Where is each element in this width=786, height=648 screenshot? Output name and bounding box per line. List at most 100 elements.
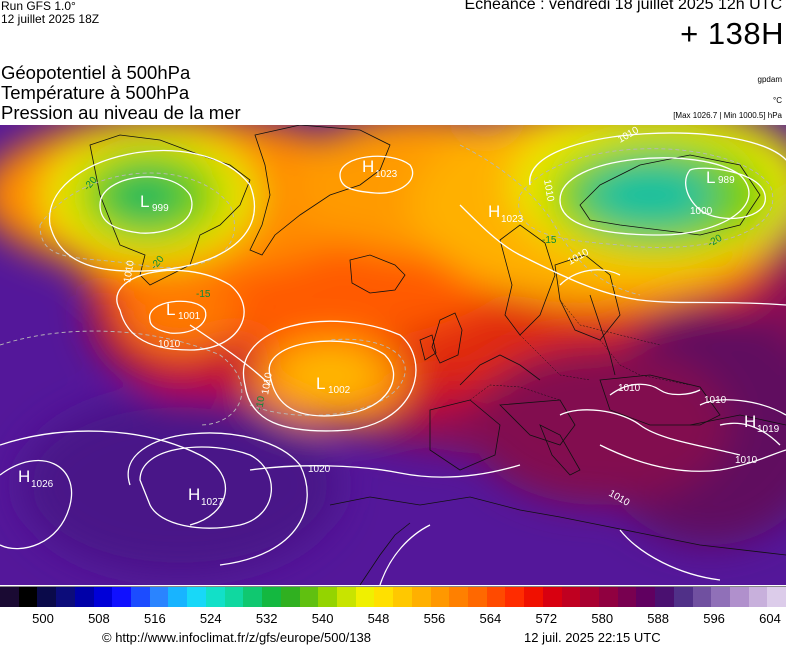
pressure-center-value: 1023 xyxy=(375,169,398,180)
colorbar-swatch xyxy=(393,587,412,607)
isobar-label: 1010 xyxy=(618,383,641,394)
colorbar-tick-label: 572 xyxy=(535,611,558,626)
country-borders xyxy=(469,299,691,401)
colorbar-tick-label: 596 xyxy=(703,611,725,626)
colorbar-swatch xyxy=(56,587,75,607)
colorbar-swatch xyxy=(18,587,38,607)
pressure-center-letter: H xyxy=(488,202,500,221)
colorbar-swatch xyxy=(617,587,637,607)
colorbar-swatch xyxy=(224,587,244,607)
colorbar-tick-label: 500 xyxy=(32,611,54,626)
pressure-centers: L 999 H 1023 H 1023 L 989 L 1001 L 1002 xyxy=(18,157,780,508)
run-title: Run GFS 1.0° xyxy=(1,0,76,13)
pressure-center-low: L 989 xyxy=(706,168,735,187)
colorbar-swatch xyxy=(430,587,450,607)
colorbar-swatch xyxy=(168,587,188,607)
isobar-label: 1010 xyxy=(122,259,137,283)
isobar-label: 1010 xyxy=(735,455,758,466)
colorbar-swatch xyxy=(411,587,431,607)
colorbar-swatch xyxy=(280,587,300,607)
colorbar-tick-label: 508 xyxy=(88,611,110,626)
pressure-center-letter: H xyxy=(18,467,30,486)
isobar-label: 1010 xyxy=(260,371,275,395)
colorbar-swatch xyxy=(636,587,656,607)
pressure-center-low: L 1002 xyxy=(316,374,351,396)
colorbar-swatch xyxy=(730,587,749,607)
isotherms xyxy=(0,144,774,426)
pressure-center-letter: H xyxy=(362,157,374,176)
pressure-center-value: 1001 xyxy=(178,311,201,322)
pressure-center-high: H 1019 xyxy=(744,412,780,435)
colorbar-swatch xyxy=(673,587,693,607)
field-label-geopotential: Géopotentiel à 500hPa xyxy=(1,62,191,83)
pressure-center-high: H 1027 xyxy=(188,485,224,508)
colorbar-tick-label: 588 xyxy=(647,611,669,626)
temperature-label: -15 xyxy=(196,289,211,300)
pressure-center-high: H 1026 xyxy=(18,467,54,490)
colorbar-swatch xyxy=(748,587,768,607)
colorbar-tick-label: 564 xyxy=(479,611,502,626)
colorbar-swatch xyxy=(599,587,618,607)
colorbar-swatch xyxy=(486,587,506,607)
pressure-center-value: 1002 xyxy=(328,385,351,396)
pressure-center-letter: L xyxy=(140,192,149,211)
unit-temperature: °C xyxy=(773,96,782,105)
colorbar-tick-label: 604 xyxy=(759,611,781,626)
colorbar-swatch xyxy=(74,587,94,607)
pressure-center-letter: H xyxy=(188,485,200,504)
pressure-center-value: 1019 xyxy=(757,424,780,435)
source-url: © http://www.infoclimat.fr/z/gfs/europe/… xyxy=(102,630,371,645)
colorbar-swatch xyxy=(93,587,113,607)
pressure-center-letter: L xyxy=(706,168,715,187)
isobar-label: 1020 xyxy=(308,464,331,475)
colorbar-tick-label: 540 xyxy=(311,611,334,626)
generation-timestamp: 12 juil. 2025 22:15 UTC xyxy=(524,630,661,645)
colorbar-swatch xyxy=(205,587,225,607)
pressure-center-letter: L xyxy=(316,374,325,393)
isobar-label: 1010 xyxy=(704,395,727,406)
coastlines xyxy=(89,125,786,585)
weather-map: 1010 1010 1010 1000 1010 1010 1010 1020 … xyxy=(0,125,786,585)
colorbar-swatch xyxy=(692,587,712,607)
colorbar-swatch xyxy=(187,587,206,607)
colorbar-swatch xyxy=(318,587,337,607)
colorbar-tick-label: 516 xyxy=(143,611,166,626)
colorbar-swatch xyxy=(561,587,581,607)
pressure-center-value: 1023 xyxy=(501,214,524,225)
colorbar-swatch xyxy=(131,587,150,607)
colorbar-swatch xyxy=(299,587,319,607)
isobar-labels: 1010 1010 1010 1000 1010 1010 1010 1020 … xyxy=(122,125,758,509)
colorbar-swatch xyxy=(243,587,263,607)
colorbar-swatch xyxy=(524,587,543,607)
pressure-center-value: 989 xyxy=(718,175,735,186)
colorbar-swatch xyxy=(711,587,731,607)
temperature-label: -15 xyxy=(542,235,557,246)
colorbar-swatch xyxy=(355,587,375,607)
pressure-center-value: 1026 xyxy=(31,479,54,490)
colorbar-swatch xyxy=(149,587,169,607)
run-date: 12 juillet 2025 18Z xyxy=(1,12,100,26)
forecast-valid-time: Echéance : vendredi 18 juillet 2025 12h … xyxy=(464,0,782,13)
colorbar-swatch xyxy=(505,587,525,607)
colorbar-swatch xyxy=(0,587,19,607)
isobar-label: 1010 xyxy=(541,179,556,203)
colorbar-swatch xyxy=(580,587,599,607)
pressure-center-letter: H xyxy=(744,412,756,431)
lead-time: + 138H xyxy=(680,16,784,51)
field-label-pressure: Pression au niveau de la mer xyxy=(1,102,241,123)
pressure-center-value: 1027 xyxy=(201,497,224,508)
isobar-label: 1010 xyxy=(158,339,181,350)
pressure-center-high: H 1023 xyxy=(488,202,524,225)
colorbar-swatch xyxy=(449,587,468,607)
isobar-label: 1000 xyxy=(690,206,713,217)
pressure-center-high: H 1023 xyxy=(362,157,398,180)
colorbar-swatch xyxy=(112,587,132,607)
colorbar-tick-label: 524 xyxy=(199,611,222,626)
colorbar-tick-label: 580 xyxy=(591,611,614,626)
pressure-center-low: L 1001 xyxy=(166,300,201,322)
temperature-label: -10 xyxy=(254,395,267,412)
isobars xyxy=(0,132,786,585)
pressure-center-low: L 999 xyxy=(140,192,169,214)
colorbar-tick-label: 556 xyxy=(423,611,446,626)
colorbar-swatch xyxy=(374,587,394,607)
